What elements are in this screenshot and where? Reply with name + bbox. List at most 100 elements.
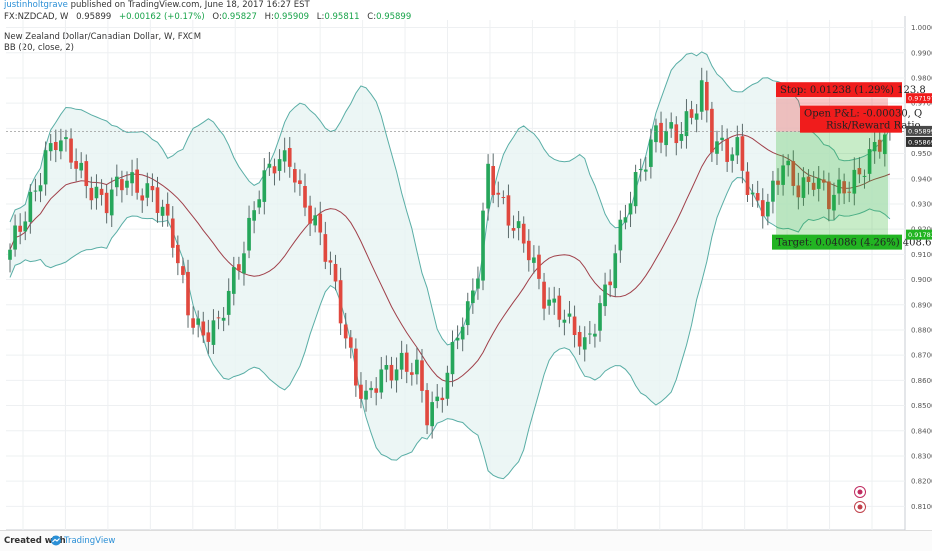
price-tag-stop bbox=[906, 93, 932, 104]
candle-body bbox=[348, 337, 353, 348]
price-chart[interactable]: 0.81000 0.82000 0.83000 0.84000 0.85000 0.860… bbox=[0, 0, 932, 530]
candle-body bbox=[557, 295, 562, 320]
candle-body bbox=[379, 369, 384, 393]
candle-body bbox=[155, 187, 160, 213]
candle-body bbox=[242, 253, 246, 274]
price-tick-label: 0.93000 bbox=[911, 200, 932, 208]
candle-body bbox=[445, 372, 450, 399]
candle-body bbox=[94, 186, 99, 199]
candle-body bbox=[84, 161, 89, 187]
price-tag-last bbox=[906, 125, 932, 136]
candle-body bbox=[471, 290, 475, 304]
high-label: H: bbox=[264, 12, 274, 22]
candle-body bbox=[613, 253, 618, 289]
candle-body bbox=[516, 221, 521, 229]
candle-body bbox=[587, 333, 592, 335]
price-tick-label: 0.95000 bbox=[911, 150, 932, 158]
candle-body bbox=[476, 278, 480, 289]
candle-body bbox=[725, 138, 729, 162]
candle-body bbox=[506, 195, 511, 226]
candle-body bbox=[740, 136, 745, 171]
candle-body bbox=[165, 203, 170, 216]
candle-body bbox=[674, 124, 679, 144]
high-value: 0.95909 bbox=[273, 12, 310, 22]
candle-body bbox=[125, 180, 129, 188]
candle-body bbox=[852, 169, 857, 194]
author-link[interactable]: justinholtgrave bbox=[4, 0, 68, 10]
candle-body bbox=[776, 180, 780, 185]
tradingview-logo-icon bbox=[51, 535, 61, 546]
candle-body bbox=[511, 228, 516, 231]
price-tag-text: 0.91783 bbox=[908, 231, 932, 239]
candle-body bbox=[750, 192, 755, 195]
price-tick-label: 0.89000 bbox=[911, 301, 932, 309]
candle-body bbox=[847, 191, 852, 193]
candle-body bbox=[786, 160, 791, 166]
bollinger-basis bbox=[9, 134, 891, 383]
candle-body bbox=[247, 217, 251, 251]
candle-body bbox=[384, 365, 389, 370]
candle-body bbox=[542, 281, 546, 309]
price-tick-label: 0.84000 bbox=[911, 427, 932, 435]
candle-body bbox=[318, 213, 323, 233]
candle-body bbox=[64, 137, 68, 140]
stop-label: Stop: 0.01238 (1.29%) 123.8 bbox=[780, 85, 926, 96]
candle-body bbox=[79, 162, 84, 171]
candle-body bbox=[99, 188, 104, 195]
low-label: L: bbox=[316, 12, 325, 22]
candle-body bbox=[298, 180, 302, 184]
candle-body bbox=[308, 205, 312, 224]
candle-body bbox=[872, 141, 877, 152]
candle-body bbox=[114, 176, 119, 188]
candle-body bbox=[18, 225, 23, 232]
candle-body bbox=[231, 267, 236, 294]
instrument-title: New Zealand Dollar/Canadian Dollar, W, F… bbox=[4, 32, 202, 42]
candle-body bbox=[882, 134, 887, 155]
price-tick-label: 1.00000 bbox=[911, 24, 932, 32]
change-value: +0.00162 (+0.17%) bbox=[118, 12, 205, 22]
candle-body bbox=[694, 113, 699, 120]
candle-body bbox=[354, 348, 358, 386]
candle-body bbox=[755, 193, 760, 201]
price-tag-text: 0.97197 bbox=[908, 95, 932, 103]
candle-body bbox=[292, 169, 297, 183]
candle-body bbox=[191, 318, 195, 328]
candle-body bbox=[435, 396, 440, 402]
candle-body bbox=[303, 186, 307, 208]
price-tick-label: 0.82000 bbox=[911, 478, 932, 486]
bollinger-lower-band bbox=[9, 176, 891, 480]
candle-body bbox=[181, 266, 185, 275]
candle-body bbox=[720, 137, 724, 141]
candle-body bbox=[521, 223, 526, 244]
stop-label-box bbox=[776, 82, 902, 98]
candle-body bbox=[409, 372, 414, 375]
candle-body bbox=[837, 179, 841, 194]
candle-body bbox=[679, 134, 684, 141]
indicator-legend[interactable]: BB (20, close, 2) bbox=[4, 43, 74, 53]
candle-body bbox=[669, 122, 674, 129]
candle-body bbox=[28, 191, 33, 222]
candle-body bbox=[323, 234, 328, 262]
candle-body bbox=[801, 177, 806, 198]
candle-body bbox=[689, 109, 694, 118]
open-value: 0.95827 bbox=[221, 12, 257, 22]
candle-body bbox=[394, 369, 399, 381]
candle-body bbox=[104, 192, 109, 214]
event-flag-dot bbox=[857, 489, 863, 495]
price-tick-label: 0.87000 bbox=[911, 352, 932, 360]
candle-body bbox=[781, 165, 785, 185]
candle-body bbox=[771, 180, 775, 202]
symbol-label[interactable]: FX:NZDCAD, W bbox=[4, 12, 69, 22]
target-zone bbox=[776, 131, 888, 235]
candle-body bbox=[684, 111, 689, 137]
price-tick-label: 0.88000 bbox=[911, 326, 932, 334]
candle-body bbox=[130, 172, 134, 184]
tradingview-brand[interactable]: TradingView bbox=[64, 536, 116, 546]
candle-body bbox=[501, 197, 506, 199]
candle-body bbox=[196, 318, 201, 325]
candle-body bbox=[369, 387, 373, 391]
candle-body bbox=[48, 143, 53, 152]
candle-body bbox=[262, 170, 267, 202]
price-tick-label: 0.81000 bbox=[911, 503, 932, 511]
